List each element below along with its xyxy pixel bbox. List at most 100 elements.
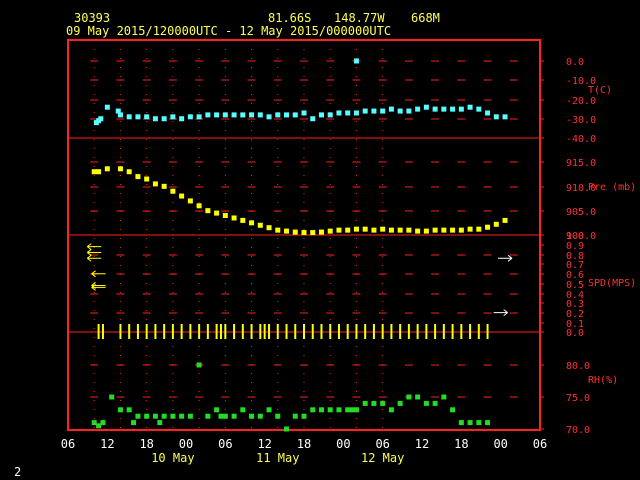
temp-point [450,106,456,112]
y-tick-label-spd: 0.3 [566,299,584,310]
pres-point [249,220,255,226]
pres-point [161,183,167,189]
pres-point [257,222,263,228]
temp-point [432,106,438,112]
temp-point [406,108,412,114]
temp-point [104,104,110,110]
wind-arrow [498,254,513,262]
pres-point [310,230,316,236]
temp-point [196,114,202,120]
temp-point [98,116,104,122]
rh-point [196,362,202,368]
y-tick-label-temp: -20.0 [566,96,596,107]
pres-point [117,166,123,172]
temp-point [353,110,359,116]
x-tick-label: 12 [257,437,271,451]
y-tick-label-rh: 75.0 [566,393,590,404]
rh-point [266,407,272,413]
temp-point [371,108,377,114]
rh-point [318,407,324,413]
pres-point [292,229,298,235]
pres-point [170,188,176,194]
temp-point [135,114,141,120]
panel-label-temp: T(C) [588,85,612,96]
rh-point [257,413,263,419]
temp-point [152,116,158,122]
rh-point [222,413,228,419]
pres-point [284,228,290,234]
rh-point [432,400,438,406]
longitude: 148.77W [334,11,385,25]
pres-point [96,169,102,175]
pres-point [467,226,473,232]
y-tick-label-temp: 0.0 [566,57,584,68]
x-tick-label: 06 [533,437,547,451]
y-tick-label-pres: 900.0 [566,231,596,242]
wind-arrow [91,270,106,278]
y-tick-label-spd: 0.5 [566,280,584,291]
y-tick-label-temp: -30.0 [566,115,596,126]
pres-point [318,229,324,235]
panel-label-rh: RH(%) [588,375,618,386]
y-tick-label-pres: 915.0 [566,158,596,169]
y-tick-label-spd: 0.6 [566,270,584,281]
temp-point [205,112,211,118]
wind-arrow [86,243,102,251]
temp-point [353,58,359,64]
pres-point [493,221,499,227]
rh-point [205,413,211,419]
y-tick-label-rh: 80.0 [566,361,590,372]
pres-point [126,169,132,175]
pres-point [345,227,351,233]
rh-point [161,413,167,419]
rh-point [371,400,377,406]
pres-point [441,227,447,233]
temp-point [240,112,246,118]
y-tick-label-spd: 0.0 [566,328,584,339]
rh-point [388,407,394,413]
rh-point [380,400,386,406]
rh-point [187,413,193,419]
rh-point [179,413,185,419]
rh-point [476,420,482,426]
pres-point [336,227,342,233]
rh-point [109,394,115,400]
station-id: 30393 [74,11,111,25]
rh-point [144,413,150,419]
pres-point [406,227,412,233]
pres-point [476,226,482,232]
pres-point [362,226,368,232]
x-tick-label: 06 [375,437,389,451]
latitude: 81.66S [268,11,312,25]
time-period: 09 May 2015/120000UTC - 12 May 2015/0000… [66,24,392,38]
y-tick-label-rh: 70.0 [566,425,590,436]
y-tick-label-temp: -40.0 [566,134,596,145]
pres-point [415,228,421,234]
temp-point [266,114,272,120]
x-tick-label: 18 [139,437,153,451]
rh-point [275,413,281,419]
rh-point [458,420,464,426]
temp-point [476,106,482,112]
temp-point [467,104,473,110]
rh-point [406,394,412,400]
temp-point [284,112,290,118]
x-tick-label: 00 [493,437,507,451]
temp-point [222,112,228,118]
rh-point [284,426,290,432]
temp-point [423,104,429,110]
y-tick-label-spd: 0.2 [566,309,584,320]
rh-point [91,420,97,426]
pres-point [275,227,281,233]
rh-point [336,407,342,413]
rh-point [397,400,403,406]
x-day-label: 11 May [256,451,299,465]
rh-point [249,413,255,419]
temp-point [397,108,403,114]
temp-point [179,116,185,122]
pres-point [266,225,272,231]
panel-label-pres: Pre (mb) [588,182,636,193]
pres-point [371,227,377,233]
temp-point [170,114,176,120]
